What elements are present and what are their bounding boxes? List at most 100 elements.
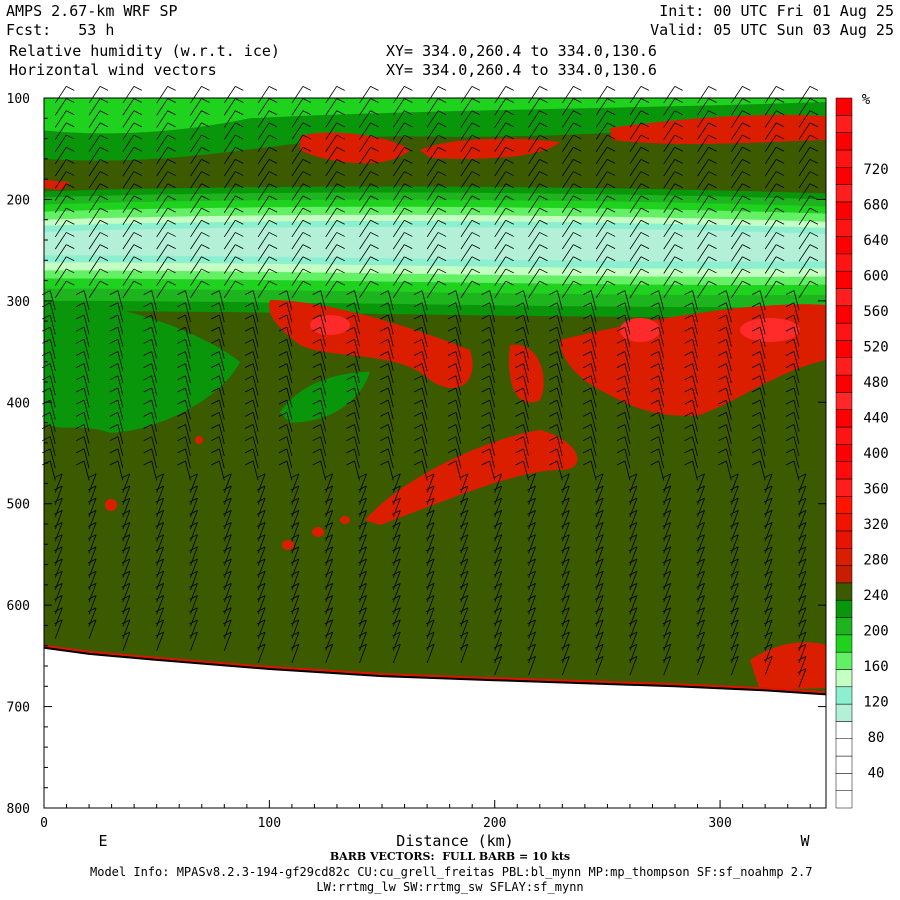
wind-barb-flag [527, 522, 536, 527]
wind-barb [595, 122, 608, 140]
wind-barb-flag [561, 643, 570, 649]
wind-barb [523, 302, 529, 323]
wind-barb [764, 207, 777, 226]
wind-barb-flag [324, 619, 333, 625]
wind-barb-flag [763, 643, 773, 649]
wind-barb [325, 280, 338, 299]
wind-barb-flag [751, 326, 761, 332]
wind-barb [54, 619, 63, 639]
wind-barb [320, 424, 327, 444]
wind-barb-flag [336, 134, 345, 140]
wind-barb-flag [505, 256, 514, 262]
wind-barb [426, 498, 435, 518]
wind-barb [359, 583, 367, 603]
wind-barb-flag [594, 509, 604, 515]
wind-barb-flag [809, 195, 819, 201]
wind-barb-flag [459, 643, 469, 649]
wind-barb [223, 522, 232, 542]
wind-barb-flag [696, 643, 705, 649]
wind-barb [460, 485, 469, 505]
wind-barb [658, 363, 665, 384]
wind-barb [117, 375, 124, 396]
wind-barb [764, 147, 777, 165]
wind-barb [190, 195, 202, 213]
wind-barb [252, 327, 259, 347]
colorbar-tick-label: 120 [863, 695, 888, 711]
wind-barb-flag [628, 534, 638, 540]
wind-barb-flag [177, 375, 186, 381]
wind-barb [798, 183, 811, 201]
wind-barb [523, 351, 529, 371]
wind-barb-flag [437, 159, 447, 164]
wind-barb-flag [539, 110, 548, 116]
wind-barb-flag [696, 509, 705, 515]
wind-barb [426, 171, 439, 189]
wind-barb [692, 400, 698, 420]
wind-barb [122, 631, 131, 651]
wind-barb [392, 571, 401, 591]
wind-barb-flag [413, 460, 423, 466]
wind-barb-flag [662, 656, 671, 661]
wind-barb-flag [708, 232, 717, 237]
wind-barb [426, 510, 435, 530]
wind-barb [151, 327, 158, 347]
wind-barb [764, 134, 777, 152]
wind-barb [421, 448, 428, 469]
wind-barb-flag [244, 326, 254, 332]
wind-barb-flag [404, 256, 413, 262]
wind-barb [257, 183, 270, 201]
wind-barb-flag [594, 607, 604, 613]
wind-barb [392, 522, 401, 542]
wind-barb [561, 110, 574, 128]
wind-barb [697, 147, 709, 165]
wind-barb [798, 195, 811, 213]
colorbar-segment [835, 236, 853, 255]
wind-barb [460, 498, 469, 518]
wind-barb-flag [573, 207, 582, 213]
wind-barb-flag [392, 570, 401, 576]
wind-barb [561, 571, 570, 591]
wind-barb [223, 534, 232, 554]
wind-barb [759, 375, 766, 396]
wind-barb [528, 280, 540, 299]
wind-barb-flag [211, 460, 220, 466]
wind-barb [54, 122, 67, 140]
wind-barb [218, 436, 225, 457]
wind-barb-flag [290, 583, 300, 588]
wind-barb [460, 256, 473, 274]
wind-barb [730, 473, 739, 493]
wind-barb-flag [99, 98, 109, 103]
wind-barb [88, 522, 97, 542]
wind-barb-flag [404, 268, 413, 274]
wind-barb [320, 412, 327, 432]
wind-barb-flag [650, 314, 659, 320]
wind-barb [663, 656, 672, 676]
wind-barb-flag [312, 290, 321, 295]
wind-barb-flag [505, 219, 514, 225]
wind-barb [54, 256, 67, 274]
wind-barb [731, 110, 743, 128]
wind-barb-flag [312, 399, 321, 405]
wind-barb-flag [413, 314, 423, 320]
wind-barb [392, 183, 405, 201]
wind-barb [117, 460, 124, 481]
wind-barb-flag [425, 643, 435, 649]
wind-barb [629, 220, 642, 238]
wind-barb [387, 351, 394, 371]
wind-barb [190, 571, 198, 591]
wind-barb [455, 448, 462, 469]
wind-barb-flag [515, 314, 524, 320]
wind-barb [359, 183, 371, 201]
wind-barb [122, 183, 135, 201]
wind-barb-flag [404, 159, 413, 164]
wind-barb [54, 546, 63, 566]
wind-barb-flag [539, 98, 548, 103]
wind-barb [88, 98, 101, 116]
wind-barb [151, 363, 158, 384]
wind-barb [190, 473, 198, 493]
wind-barb-flag [312, 363, 321, 369]
wind-barb-flag [549, 314, 558, 320]
wind-barb [320, 314, 327, 335]
wind-barb [117, 363, 124, 384]
wind-barb-flag [662, 619, 671, 625]
